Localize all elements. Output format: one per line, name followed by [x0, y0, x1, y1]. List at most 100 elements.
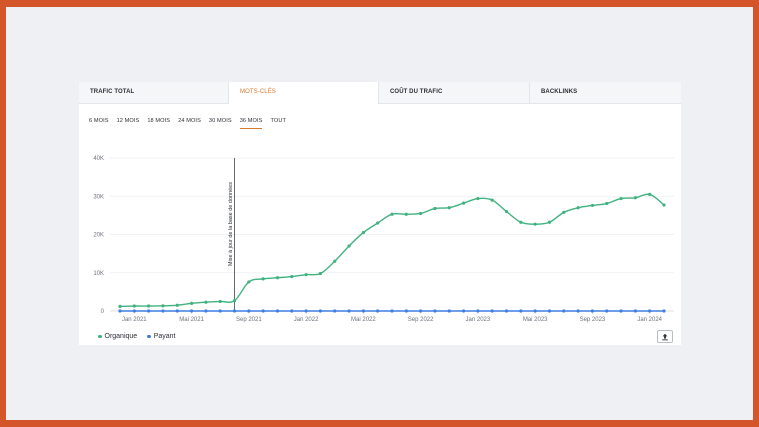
data-point-organique: [161, 304, 165, 308]
data-point-organique: [347, 244, 351, 248]
y-tick-label: 10K: [93, 271, 104, 277]
legend-dot-payant: [147, 334, 151, 339]
data-point-payant: [361, 309, 365, 313]
y-tick-label: 0: [101, 309, 105, 315]
data-point-organique: [605, 201, 609, 206]
data-point-organique: [461, 201, 466, 205]
data-point-payant: [132, 309, 136, 313]
period-24-mois[interactable]: 24 MOIS: [178, 118, 201, 124]
x-tick-label: Mai 2022: [351, 317, 376, 323]
data-point-organique: [490, 198, 494, 202]
chart-legend: Organique Payant: [98, 333, 176, 340]
data-point-organique: [204, 300, 208, 304]
page-frame: TRAFIC TOTAL MOTS-CLÉS COÛT DU TRAFIC BA…: [6, 7, 753, 420]
data-point-organique: [562, 210, 566, 214]
data-point-organique: [376, 221, 380, 225]
x-tick-label: Jan 2021: [122, 317, 147, 323]
data-point-organique: [533, 222, 537, 226]
data-point-payant: [662, 309, 666, 313]
period-selector: 6 MOIS 12 MOIS 18 MOIS 24 MOIS 30 MOIS 3…: [89, 118, 294, 129]
data-point-organique: [590, 203, 595, 208]
x-tick-label: Mai 2023: [523, 317, 548, 323]
annotation-label: Mise à jour de la base de données: [228, 182, 234, 266]
data-point-organique: [419, 211, 423, 216]
data-point-payant: [189, 309, 194, 313]
data-point-organique: [662, 203, 666, 207]
period-tout[interactable]: TOUT: [270, 118, 286, 124]
tab-backlinks[interactable]: BACKLINKS: [541, 89, 578, 95]
tab-trafic-total[interactable]: TRAFIC TOTAL: [79, 82, 229, 103]
period-18-mois[interactable]: 18 MOIS: [147, 118, 171, 124]
data-point-payant: [490, 309, 494, 313]
data-point-payant: [519, 309, 523, 313]
data-point-organique: [633, 196, 637, 200]
data-point-organique: [433, 206, 437, 211]
data-point-organique: [390, 212, 394, 216]
x-tick-label: Jan 2024: [637, 317, 662, 323]
period-30-mois[interactable]: 30 MOIS: [208, 118, 232, 124]
data-point-organique: [476, 196, 480, 201]
data-point-organique: [504, 209, 509, 214]
traffic-chart-card: TRAFIC TOTAL MOTS-CLÉS COÛT DU TRAFIC BA…: [79, 82, 681, 345]
legend-dot-organique: [98, 334, 102, 339]
data-point-payant: [147, 309, 151, 313]
upload-icon: [662, 333, 668, 340]
data-point-payant: [504, 309, 509, 313]
data-point-payant: [275, 309, 280, 313]
data-point-payant: [376, 309, 380, 313]
tab-mots-cles[interactable]: MOTS-CLÉS: [229, 82, 379, 104]
data-point-organique: [218, 299, 222, 304]
period-6-mois[interactable]: 6 MOIS: [89, 118, 109, 124]
data-point-payant: [433, 309, 437, 313]
data-point-payant: [261, 309, 265, 313]
x-tick-label: Sep 2023: [580, 317, 606, 323]
data-point-organique: [275, 276, 280, 280]
data-point-organique: [189, 301, 194, 305]
data-point-payant: [547, 309, 552, 313]
metric-tabs: TRAFIC TOTAL MOTS-CLÉS COÛT DU TRAFIC BA…: [79, 82, 681, 104]
data-point-organique: [304, 273, 308, 277]
data-point-organique: [247, 280, 251, 284]
data-point-payant: [218, 309, 222, 313]
tab-cout-du-trafic[interactable]: COÛT DU TRAFIC: [379, 82, 530, 103]
legend-item-payant[interactable]: Payant: [147, 333, 176, 340]
data-point-payant: [590, 309, 595, 313]
y-tick-label: 20K: [93, 233, 104, 239]
keywords-line-chart: 0 10K 20K 30K 40K Jan 2021 Mai 2021 Sep 2021 Jan…: [93, 156, 674, 323]
data-point-payant: [161, 309, 165, 313]
data-point-payant: [118, 309, 122, 313]
export-button[interactable]: [657, 330, 673, 343]
y-tick-label: 30K: [93, 194, 104, 200]
data-point-organique: [175, 303, 179, 307]
x-tick-label: Mai 2021: [179, 317, 204, 323]
data-point-organique: [619, 196, 623, 201]
data-point-payant: [232, 309, 237, 313]
data-point-payant: [533, 309, 537, 313]
data-point-payant: [304, 309, 308, 313]
data-point-organique: [147, 304, 151, 308]
data-point-organique: [132, 304, 136, 308]
data-point-payant: [404, 309, 408, 313]
data-point-payant: [175, 309, 179, 313]
data-point-organique: [447, 206, 451, 210]
data-point-payant: [290, 309, 294, 313]
data-point-payant: [476, 309, 480, 313]
data-point-organique: [118, 304, 122, 309]
data-point-organique: [547, 220, 552, 224]
data-point-payant: [204, 309, 208, 313]
period-36-mois[interactable]: 36 MOIS: [239, 118, 263, 129]
legend-item-organique[interactable]: Organique: [98, 333, 137, 340]
data-point-payant: [419, 309, 423, 313]
data-point-organique: [576, 206, 580, 210]
data-point-organique: [648, 192, 652, 196]
data-point-organique: [261, 277, 265, 281]
x-tick-label: Sep 2021: [236, 317, 262, 323]
x-tick-label: Jan 2022: [294, 317, 319, 323]
data-point-payant: [619, 309, 623, 313]
data-point-payant: [347, 309, 351, 313]
legend-label-payant: Payant: [153, 333, 176, 340]
y-tick-label: 40K: [93, 156, 104, 162]
period-12-mois[interactable]: 12 MOIS: [116, 118, 140, 124]
x-tick-label: Jan 2023: [466, 317, 491, 323]
data-point-organique: [333, 259, 337, 263]
